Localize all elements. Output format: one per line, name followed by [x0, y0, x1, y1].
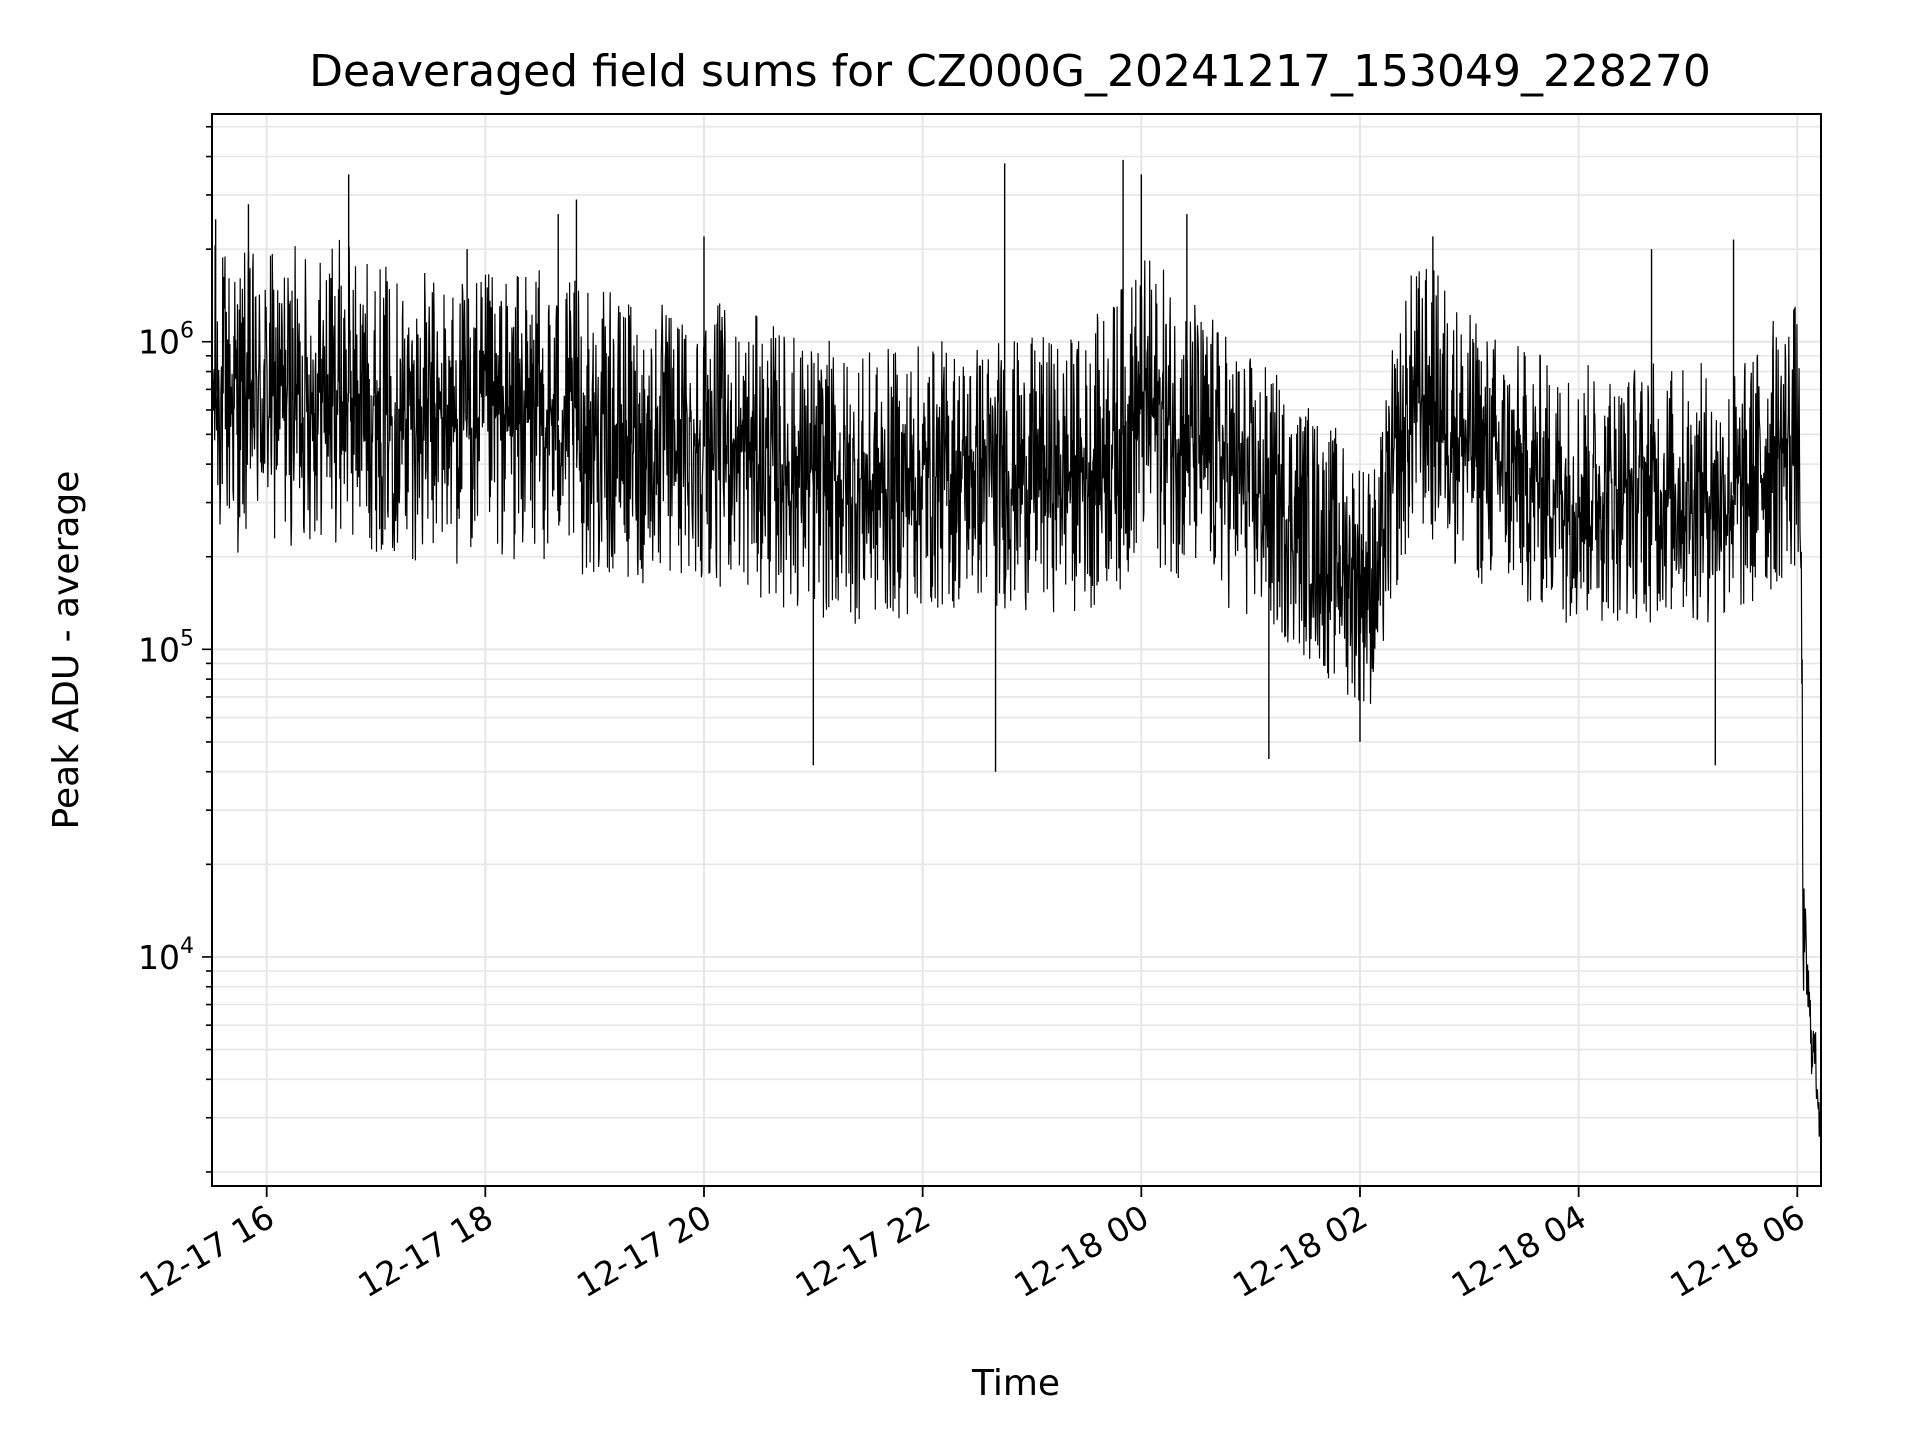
grid-layer	[212, 114, 1821, 1186]
y-tick-label: 106	[138, 319, 194, 362]
x-axis-label: Time	[971, 1363, 1060, 1404]
chart-title: Deaveraged field sums for CZ000G_2024121…	[309, 46, 1711, 97]
plot-area	[212, 159, 1821, 1137]
y-tick-label: 104	[138, 934, 194, 977]
series-line	[212, 239, 1821, 1137]
series-layer	[212, 159, 1821, 1137]
y-axis-label: Peak ADU - average	[46, 471, 87, 830]
y-tick-label: 105	[138, 626, 194, 669]
